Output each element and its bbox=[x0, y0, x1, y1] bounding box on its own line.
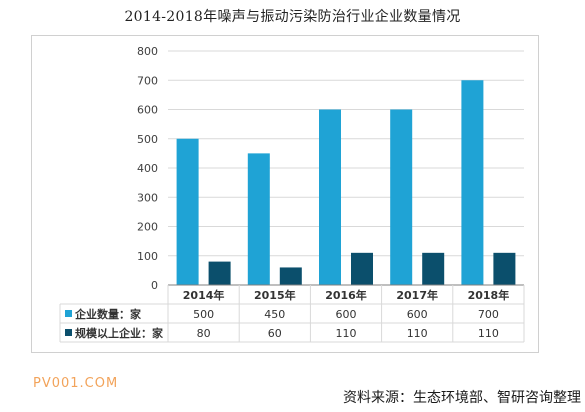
legend-swatch bbox=[65, 329, 72, 336]
data-table-value: 700 bbox=[478, 308, 499, 321]
chart-title: 2014-2018年噪声与振动污染防治行业企业数量情况 bbox=[124, 9, 461, 25]
chart-frame: 0 100 200 300 400 500 600 700 800 2014年 2015年 2016年… bbox=[31, 35, 539, 353]
bar-series-1 bbox=[247, 153, 270, 285]
data-table-value: 80 bbox=[197, 327, 211, 340]
source-note: 资料来源：生态环境部、智研咨询整理 bbox=[343, 390, 581, 406]
bar-series-1 bbox=[461, 80, 484, 285]
y-tick-label: 100 bbox=[137, 250, 158, 263]
data-table-value: 110 bbox=[336, 327, 357, 340]
data-table-value: 110 bbox=[407, 327, 428, 340]
bar-series-2 bbox=[279, 267, 302, 285]
y-tick-label: 200 bbox=[137, 221, 158, 234]
y-tick-label: 700 bbox=[137, 74, 158, 87]
legend-swatch bbox=[65, 310, 72, 317]
watermark: PV001.COM bbox=[33, 376, 119, 391]
data-table-value: 450 bbox=[264, 308, 285, 321]
x-tick-label: 2016年 bbox=[325, 288, 367, 302]
bar-series-2 bbox=[351, 252, 373, 285]
legend-label: 规模以上企业：家 bbox=[75, 326, 164, 340]
y-tick-label: 600 bbox=[137, 104, 158, 117]
data-table-value: 110 bbox=[478, 327, 499, 340]
x-tick-label: 2014年 bbox=[183, 288, 225, 302]
bar-series-1 bbox=[176, 138, 199, 285]
x-tick-label: 2018年 bbox=[468, 288, 510, 302]
y-tick-label: 400 bbox=[137, 162, 158, 175]
legend-label: 企业数量：家 bbox=[74, 307, 142, 321]
bar-series-1 bbox=[319, 109, 341, 285]
bar-series-2 bbox=[208, 261, 231, 285]
x-tick-label: 2017年 bbox=[396, 288, 438, 302]
data-table-value: 500 bbox=[193, 308, 214, 321]
y-tick-label: 0 bbox=[151, 279, 158, 292]
bar-series-2 bbox=[493, 252, 516, 285]
data-table-value: 600 bbox=[407, 308, 428, 321]
chart-svg: 0 100 200 300 400 500 600 700 800 2014年 2015年 2016年… bbox=[59, 45, 525, 343]
data-table-value: 60 bbox=[268, 327, 282, 340]
bar-series-1 bbox=[390, 109, 413, 285]
x-tick-label: 2015年 bbox=[254, 288, 296, 302]
y-tick-label: 500 bbox=[137, 133, 158, 146]
y-tick-label: 300 bbox=[137, 191, 158, 204]
y-tick-label: 800 bbox=[137, 45, 158, 58]
bar-series-2 bbox=[422, 252, 445, 285]
data-table-value: 600 bbox=[336, 308, 357, 321]
